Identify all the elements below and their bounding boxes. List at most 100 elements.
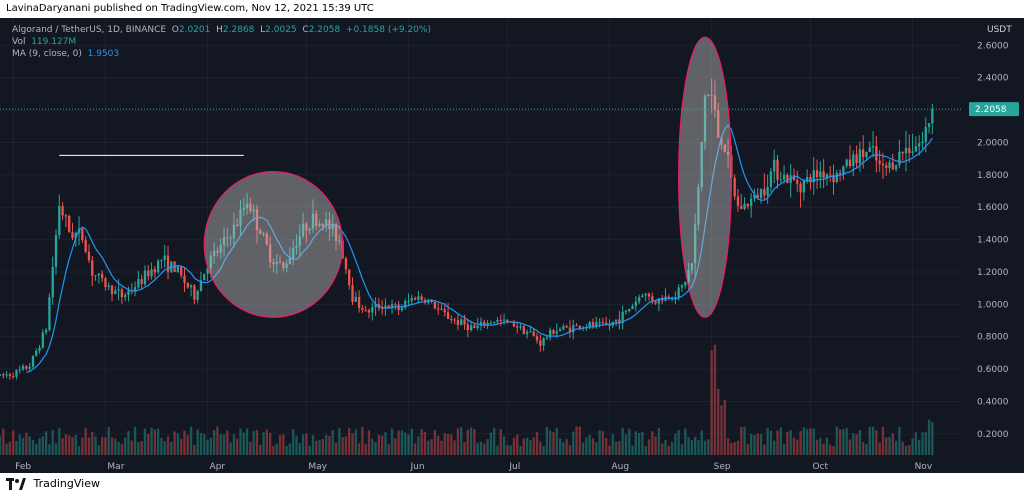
volume-bar (430, 439, 433, 455)
volume-bar (693, 436, 697, 455)
candle-body (140, 279, 143, 285)
volume-bar (321, 438, 325, 455)
candle-body (483, 321, 486, 327)
candle-body (568, 327, 572, 333)
candle-body (94, 275, 97, 277)
candle-body (54, 234, 58, 267)
candle-body (239, 209, 242, 226)
candle-body (275, 261, 278, 265)
volume-bar (842, 428, 845, 455)
volume-bar (845, 427, 848, 455)
volume-bar (539, 441, 542, 455)
volume-bar (469, 427, 473, 455)
volume-bar (110, 437, 114, 455)
candle-body (769, 171, 773, 187)
candle-body (357, 296, 361, 309)
volume-bar (295, 435, 298, 455)
currency-label: USDT (987, 25, 1012, 35)
candle-body (259, 230, 262, 235)
volume-bar (901, 441, 904, 455)
volume-bar (255, 429, 259, 455)
candle-body (44, 330, 48, 333)
volume-bar (417, 436, 420, 455)
candle-body (278, 261, 282, 263)
candle-body (456, 320, 460, 325)
volume-bar (868, 426, 871, 455)
y-tick-label: 0.4000 (977, 397, 1009, 407)
volume-bar (822, 443, 825, 455)
candle-body (183, 275, 186, 283)
candle-body (249, 203, 252, 212)
candle-body (684, 282, 687, 286)
volume-bar (156, 428, 160, 455)
volume-bar (282, 434, 285, 455)
volume-bar (54, 443, 58, 455)
volume-bar (476, 442, 479, 455)
volume-bar (931, 421, 934, 455)
volume-bar (315, 440, 318, 455)
footer-brand: TradingView (33, 477, 100, 490)
candle-body (782, 174, 786, 180)
candle-body (127, 290, 130, 295)
volume-bar (568, 445, 572, 455)
volume-bar (308, 445, 311, 455)
candle-body (868, 147, 871, 152)
candle-body (809, 177, 812, 183)
candle-body (12, 376, 15, 378)
volume-bar (212, 430, 216, 455)
candle-body (891, 162, 894, 170)
volume-bar (193, 444, 196, 455)
price-chart[interactable]: 2.80002.60002.40002.20002.00001.80001.60… (0, 18, 1024, 473)
candle-body (68, 215, 71, 233)
volume-bar (272, 445, 275, 455)
candle-body (838, 172, 842, 175)
volume-bar (12, 430, 15, 455)
candle-body (894, 165, 898, 170)
candle-body (605, 322, 608, 325)
volume-bar (74, 434, 77, 455)
candle-body (351, 285, 354, 302)
candle-body (100, 273, 104, 279)
footer: TradingView (0, 473, 1024, 495)
candle-body (387, 305, 390, 308)
candle-body (189, 285, 193, 288)
chart-panel[interactable]: 2.80002.60002.40002.20002.00001.80001.60… (0, 18, 1024, 473)
volume-bar (759, 434, 763, 455)
candle-body (367, 310, 371, 313)
publish-info: LavinaDaryanani published on TradingView… (6, 3, 374, 14)
volume-bar (670, 442, 674, 455)
legend-low: 2.0025 (265, 25, 297, 35)
volume-bar (815, 439, 819, 455)
candle-body (931, 109, 934, 124)
volume-bar (25, 432, 28, 455)
volume-bar (41, 436, 44, 455)
volume-bar (769, 430, 773, 455)
candle-body (124, 294, 127, 298)
candle-body (881, 163, 885, 166)
volume-bar (298, 443, 301, 455)
volume-bar (927, 419, 931, 455)
volume-bar (516, 434, 519, 455)
volume-bar (450, 434, 453, 455)
candle-body (460, 319, 463, 325)
last-price-label: 2.2058 (975, 105, 1007, 115)
volume-bar (140, 441, 143, 455)
candle-body (516, 326, 519, 328)
candle-body (245, 203, 249, 209)
volume-bar (499, 429, 502, 455)
candle-body (0, 374, 2, 376)
candle-body (549, 330, 552, 338)
volume-bar (697, 440, 700, 455)
candle-body (601, 322, 605, 324)
volume-bar (819, 437, 822, 455)
candle-body (644, 293, 647, 296)
candle-body (733, 177, 736, 197)
volume-bar (786, 431, 789, 455)
candle-body (921, 141, 924, 144)
candle-body (466, 324, 469, 330)
candle-body (525, 331, 529, 335)
candle-body (51, 266, 54, 298)
legend-low-label: L (260, 25, 266, 35)
candle-body (776, 159, 779, 180)
candle-body (555, 331, 558, 334)
